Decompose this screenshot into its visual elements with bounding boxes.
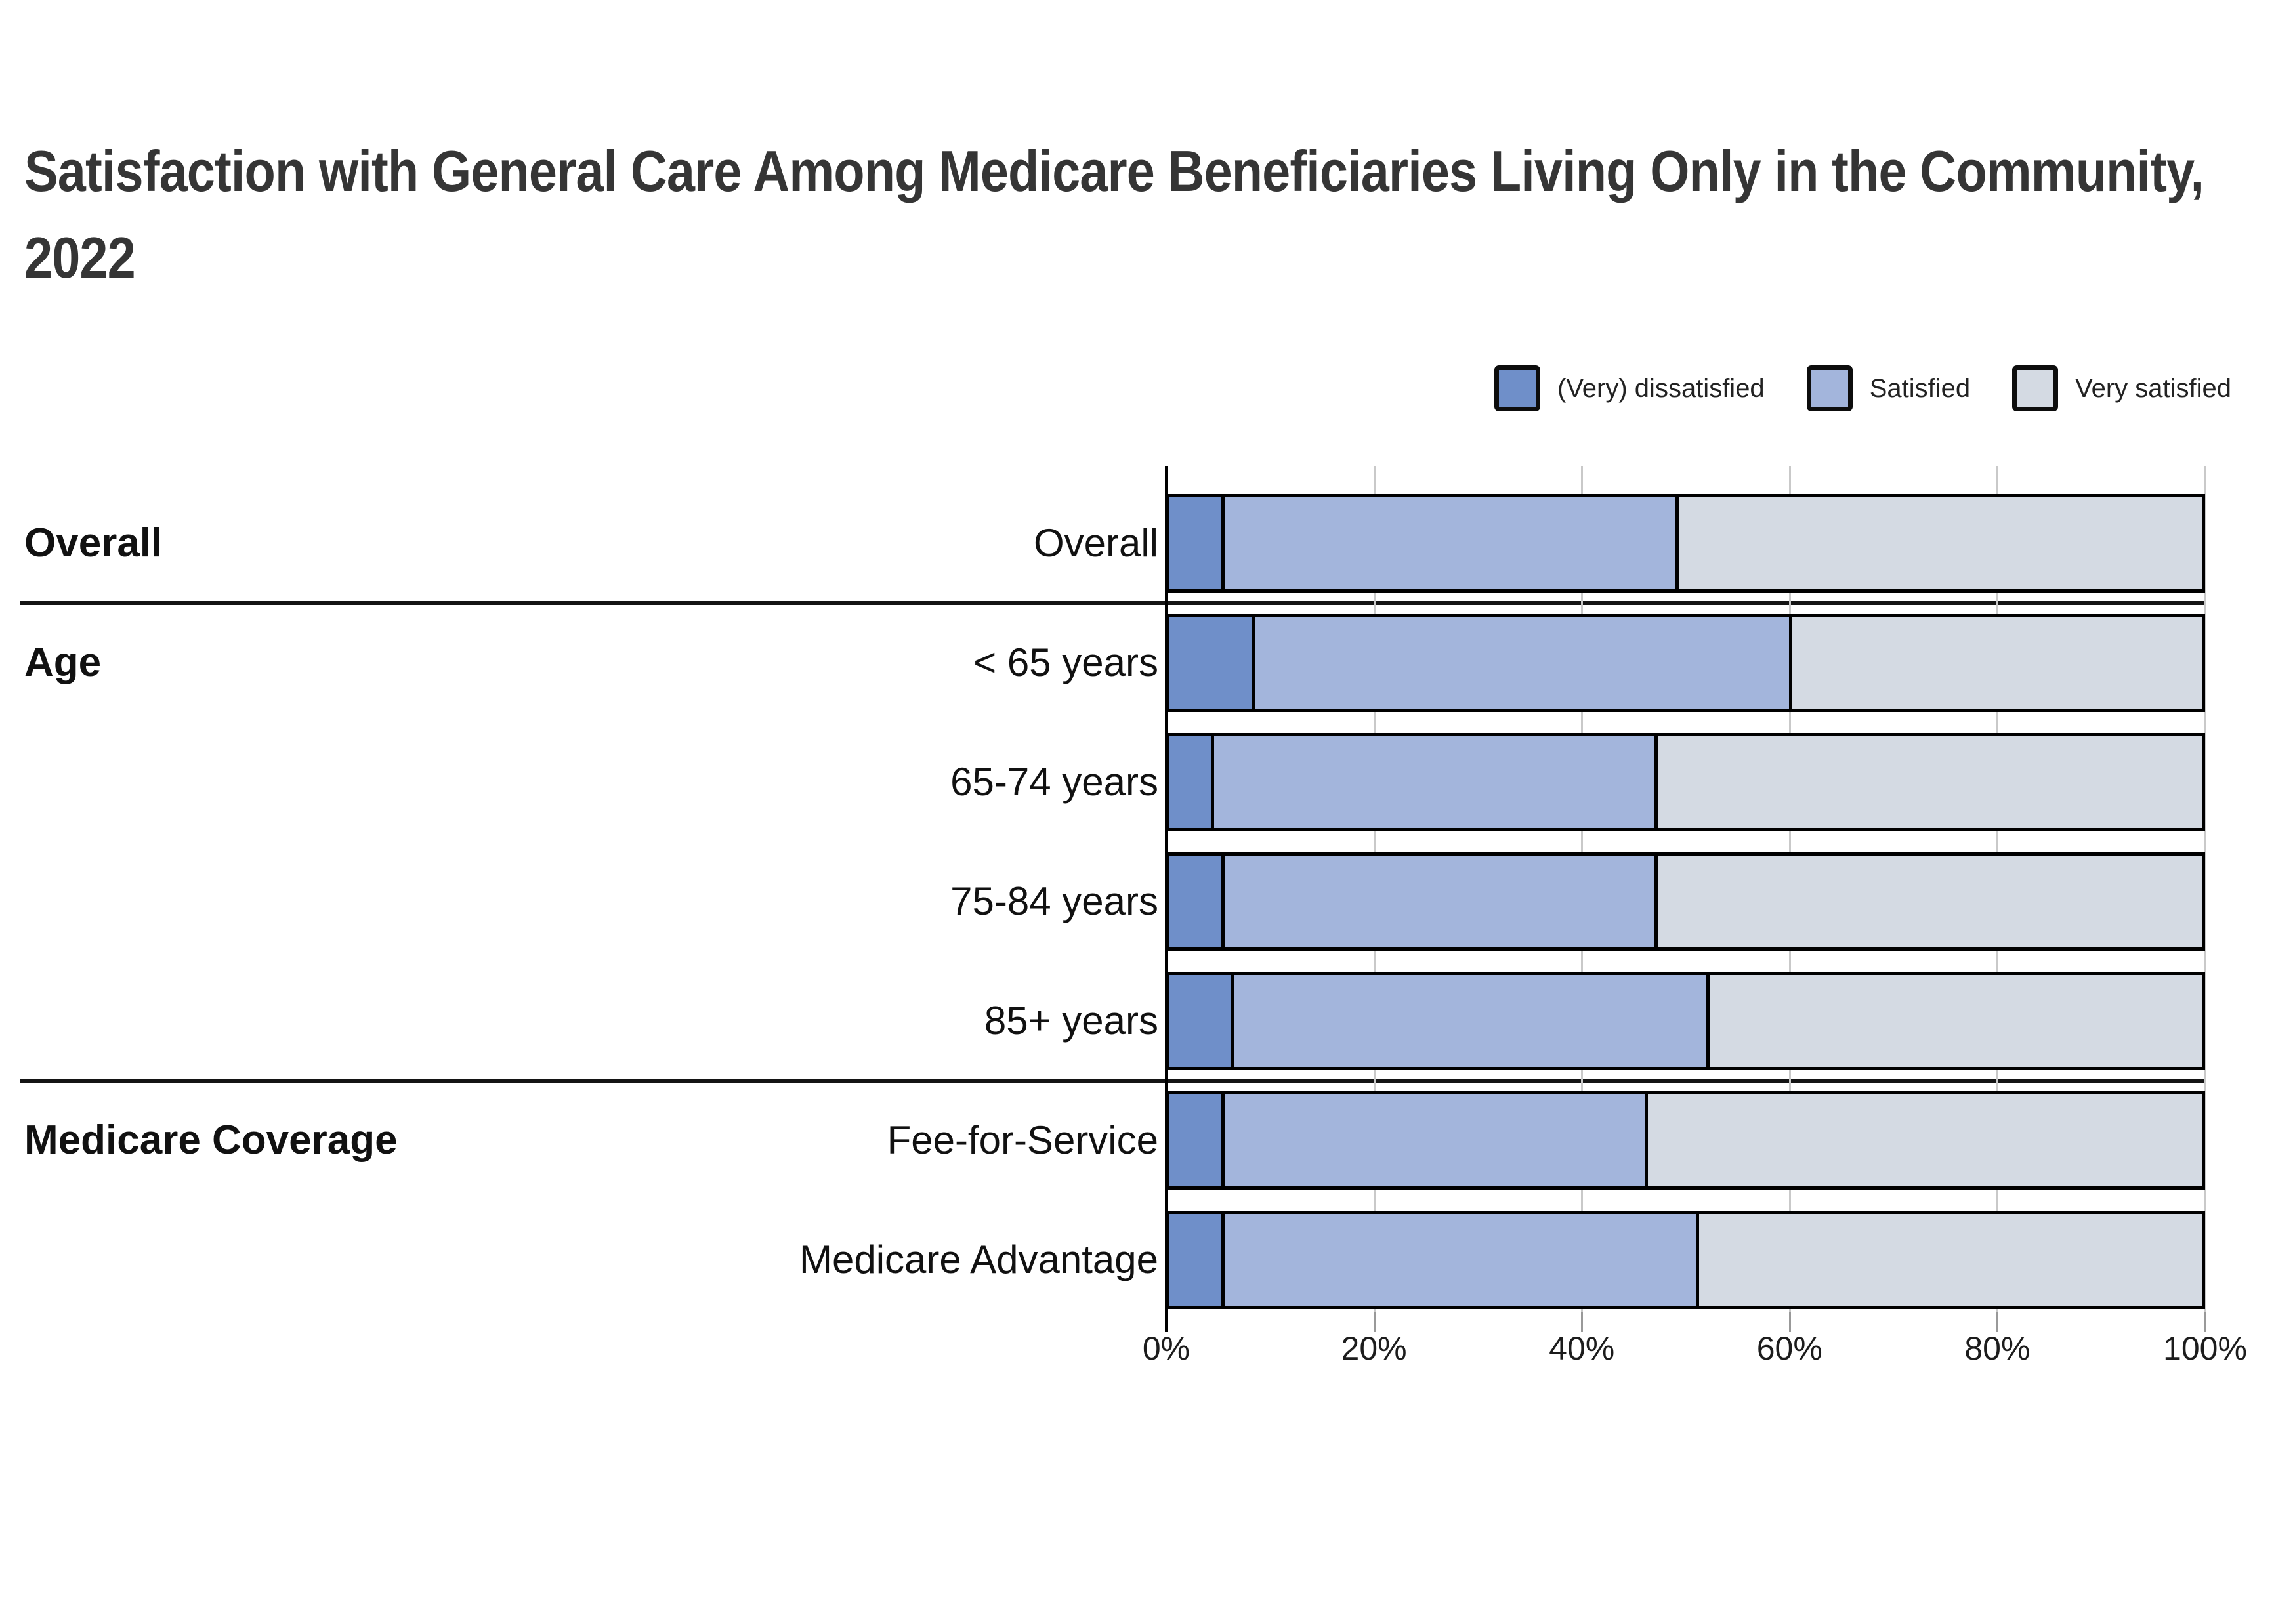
chart-title: Satisfaction with General Care Among Med… bbox=[24, 138, 2204, 290]
axis-tick-label: 20% bbox=[1341, 1330, 1407, 1367]
bar-segment bbox=[1221, 1094, 1645, 1186]
axis-tick bbox=[1996, 1312, 1999, 1332]
legend-swatch-icon bbox=[1494, 365, 1541, 411]
bar-segment bbox=[1210, 736, 1655, 828]
legend-label: Very satisfied bbox=[2075, 373, 2231, 403]
bar-row-4 bbox=[1166, 852, 2205, 951]
bar-segment bbox=[1221, 497, 1675, 589]
group-label: Overall bbox=[24, 520, 163, 566]
row-label: Overall bbox=[1033, 521, 1158, 565]
bar-row-7 bbox=[1166, 1211, 2205, 1309]
group-separator-line bbox=[20, 601, 2205, 605]
bar-segment bbox=[1169, 975, 1232, 1067]
bar-segment bbox=[1221, 856, 1655, 947]
bar-segment bbox=[1169, 617, 1252, 709]
group-label: Age bbox=[24, 640, 102, 685]
legend-swatch-icon bbox=[2012, 365, 2059, 411]
row-label: < 65 years bbox=[973, 640, 1158, 684]
axis-tick-label: 100% bbox=[2163, 1330, 2247, 1367]
axis-tick bbox=[1165, 1312, 1168, 1332]
bar-segment bbox=[1788, 617, 2202, 709]
row-label: 85+ years bbox=[984, 999, 1158, 1043]
bar-segment bbox=[1231, 975, 1706, 1067]
axis-tick-label: 40% bbox=[1549, 1330, 1615, 1367]
bar-segment bbox=[1169, 497, 1221, 589]
axis-tick-label: 80% bbox=[1964, 1330, 2031, 1367]
legend-item: Satisfied bbox=[1806, 365, 1971, 411]
legend-label: (Very) dissatisfied bbox=[1557, 373, 1765, 403]
legend-item: (Very) dissatisfied bbox=[1494, 365, 1765, 411]
bar-segment bbox=[1654, 856, 2202, 947]
legend: (Very) dissatisfied Satisfied Very satisfi… bbox=[1494, 365, 2231, 411]
plot-area bbox=[1165, 466, 2206, 1332]
group-separator-line bbox=[20, 1079, 2205, 1083]
row-label: 75-84 years bbox=[950, 879, 1158, 923]
legend-label: Satisfied bbox=[1869, 373, 1971, 403]
row-label: Medicare Advantage bbox=[799, 1238, 1158, 1281]
bar-segment bbox=[1252, 617, 1789, 709]
legend-item: Very satisfied bbox=[2012, 365, 2231, 411]
bar-row-5 bbox=[1166, 972, 2205, 1070]
axis-tick bbox=[1581, 1312, 1584, 1332]
bar-segment bbox=[1169, 1214, 1221, 1306]
bar-row-1 bbox=[1166, 494, 2205, 593]
legend-swatch-icon bbox=[1806, 365, 1853, 411]
group-label: Medicare Coverage bbox=[24, 1117, 398, 1163]
gridline bbox=[2204, 466, 2206, 1312]
bar-segment bbox=[1696, 1214, 2202, 1306]
axis-tick bbox=[1373, 1312, 1376, 1332]
bar-segment bbox=[1169, 736, 1211, 828]
axis-tick bbox=[1788, 1312, 1791, 1332]
bar-segment bbox=[1644, 1094, 2202, 1186]
axis-tick-label: 0% bbox=[1142, 1330, 1190, 1367]
bar-row-2 bbox=[1166, 614, 2205, 712]
bar-row-3 bbox=[1166, 733, 2205, 831]
bar-segment bbox=[1654, 736, 2202, 828]
bar-segment bbox=[1169, 1094, 1221, 1186]
axis-tick-label: 60% bbox=[1756, 1330, 1822, 1367]
bar-segment bbox=[1169, 856, 1221, 947]
row-label: Fee-for-Service bbox=[887, 1118, 1158, 1162]
axis-tick bbox=[2204, 1312, 2206, 1332]
bar-segment bbox=[1221, 1214, 1696, 1306]
bar-segment bbox=[1706, 975, 2202, 1067]
bar-segment bbox=[1675, 497, 2202, 589]
bar-row-6 bbox=[1166, 1091, 2205, 1190]
row-label: 65-74 years bbox=[950, 760, 1158, 804]
